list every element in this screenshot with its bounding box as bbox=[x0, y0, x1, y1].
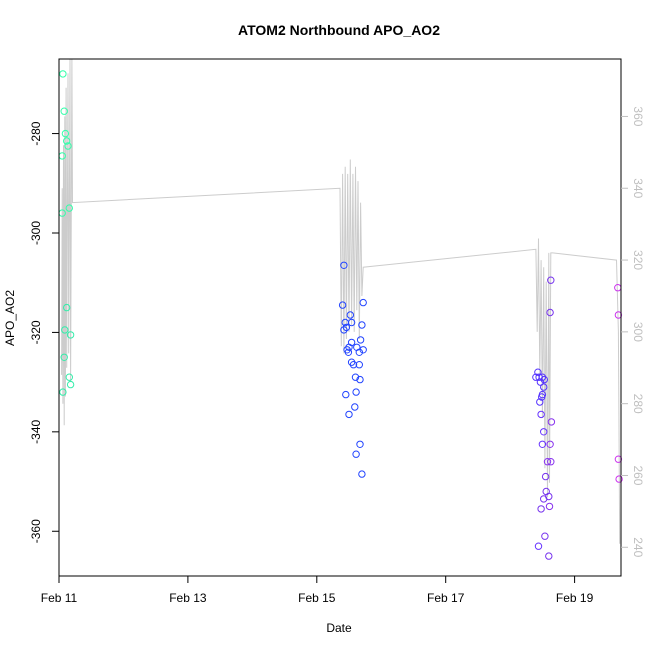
data-point bbox=[545, 552, 553, 560]
series-line bbox=[61, 58, 621, 544]
data-point bbox=[540, 383, 548, 391]
y2-tick-label: 300 bbox=[631, 322, 645, 342]
data-point bbox=[60, 107, 68, 115]
data-points-layer bbox=[58, 70, 623, 560]
data-point bbox=[340, 326, 348, 334]
data-point bbox=[538, 393, 546, 401]
data-point bbox=[359, 346, 367, 354]
data-point bbox=[352, 388, 360, 396]
data-point bbox=[355, 361, 363, 369]
data-point bbox=[547, 418, 556, 426]
secondary-trace-layer bbox=[61, 58, 621, 544]
y2-tick-label: 340 bbox=[631, 178, 645, 198]
data-point bbox=[540, 428, 548, 436]
chart-title: ATOM2 Northbound APO_AO2 bbox=[238, 22, 440, 38]
data-point bbox=[615, 475, 623, 483]
data-point bbox=[355, 348, 363, 356]
data-point bbox=[536, 398, 544, 406]
x-axis: Feb 11 Feb 13 Feb 15 Feb 17 Feb 19 bbox=[41, 576, 594, 605]
x-tick-label: Feb 17 bbox=[427, 591, 465, 605]
data-point bbox=[545, 502, 554, 511]
x-axis-label: Date bbox=[326, 621, 352, 635]
data-point bbox=[540, 495, 548, 503]
y-axis-right: 240 260 280 300 320 340 360 bbox=[621, 106, 645, 558]
y2-tick-label: 260 bbox=[631, 465, 645, 485]
data-point bbox=[532, 373, 540, 381]
data-point bbox=[64, 142, 72, 150]
data-point bbox=[614, 455, 623, 463]
data-point bbox=[546, 308, 554, 317]
y-tick-label: -280 bbox=[29, 121, 43, 145]
x-tick-label: Feb 13 bbox=[169, 591, 207, 605]
data-point bbox=[541, 472, 550, 481]
data-point bbox=[338, 301, 347, 309]
data-point bbox=[346, 311, 354, 319]
data-point bbox=[59, 70, 67, 78]
y-tick-label: -300 bbox=[29, 221, 43, 245]
data-point bbox=[62, 137, 71, 145]
data-point bbox=[342, 323, 351, 332]
data-point bbox=[534, 542, 543, 550]
x-tick-label: Feb 15 bbox=[298, 591, 336, 605]
data-point bbox=[61, 326, 69, 334]
data-point bbox=[60, 353, 68, 361]
data-point bbox=[66, 331, 75, 339]
data-point bbox=[537, 410, 545, 419]
data-point bbox=[547, 276, 555, 284]
x-tick-label: Feb 19 bbox=[556, 591, 594, 605]
data-point bbox=[534, 368, 542, 376]
data-point bbox=[541, 532, 549, 540]
data-point bbox=[359, 298, 367, 307]
data-point bbox=[358, 321, 366, 329]
data-point bbox=[351, 373, 360, 381]
y-tick-label: -360 bbox=[29, 519, 43, 543]
y-axis-label: APO_AO2 bbox=[3, 290, 17, 346]
data-point bbox=[61, 129, 70, 138]
data-point bbox=[547, 458, 555, 466]
data-point bbox=[351, 403, 359, 411]
data-point bbox=[347, 318, 356, 327]
data-point bbox=[349, 361, 358, 369]
data-point bbox=[358, 470, 366, 478]
data-point bbox=[356, 375, 364, 384]
data-point bbox=[614, 311, 623, 319]
y-tick-label: -320 bbox=[29, 320, 43, 344]
data-point bbox=[546, 440, 554, 448]
data-point bbox=[538, 440, 547, 448]
data-point bbox=[344, 348, 353, 356]
data-point bbox=[537, 505, 545, 513]
data-point bbox=[536, 378, 545, 386]
data-point bbox=[543, 458, 552, 466]
data-point bbox=[62, 303, 71, 312]
plot-frame bbox=[58, 58, 622, 577]
plot-area bbox=[58, 58, 623, 560]
x-tick-label: Feb 11 bbox=[41, 591, 78, 605]
data-point bbox=[340, 261, 348, 269]
data-point bbox=[66, 380, 75, 389]
y-axis-left: -280 -300 -320 -340 -360 bbox=[29, 121, 59, 543]
y2-tick-label: 280 bbox=[631, 394, 645, 414]
data-point bbox=[65, 373, 74, 381]
data-point bbox=[356, 336, 365, 344]
y2-tick-label: 320 bbox=[631, 250, 645, 270]
data-point bbox=[352, 450, 360, 458]
data-point bbox=[540, 375, 548, 384]
y-tick-label: -340 bbox=[29, 420, 43, 444]
data-point bbox=[342, 390, 350, 399]
y2-tick-label: 360 bbox=[631, 106, 645, 126]
data-point bbox=[65, 204, 74, 212]
data-point bbox=[345, 410, 353, 419]
data-point bbox=[356, 440, 364, 448]
data-point bbox=[59, 388, 67, 396]
y2-tick-label: 240 bbox=[631, 537, 645, 557]
